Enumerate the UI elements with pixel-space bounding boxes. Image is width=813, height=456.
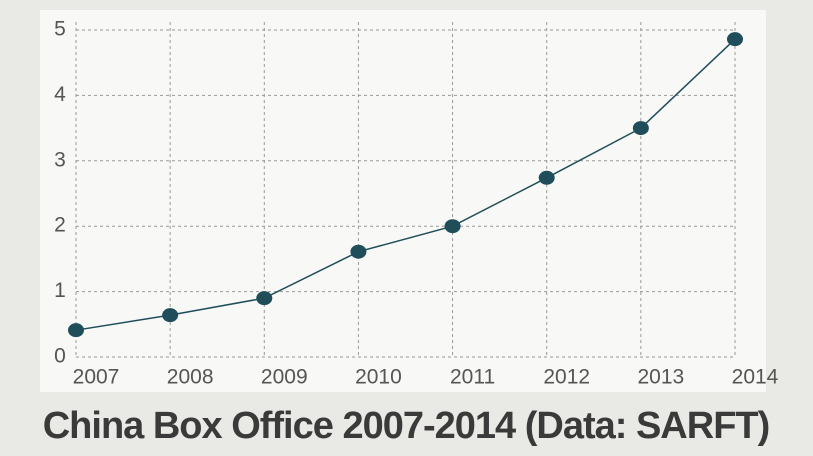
- x-tick-label: 2010: [355, 366, 402, 389]
- plot-panel: [40, 10, 766, 392]
- point: [68, 323, 84, 338]
- point: [444, 219, 461, 234]
- y-tick-label: 4: [54, 83, 66, 106]
- x-tick-label: 2007: [73, 366, 120, 389]
- x-tick-label: 2012: [543, 366, 590, 389]
- point: [632, 121, 649, 136]
- y-tick-label: 5: [54, 18, 66, 41]
- y-tick-label: 1: [54, 279, 66, 302]
- y-tick-label: 0: [54, 345, 66, 368]
- point: [256, 291, 273, 306]
- x-tick-label: 2009: [261, 366, 308, 389]
- point: [538, 170, 555, 185]
- x-tick-label: 2013: [637, 366, 684, 389]
- chart-title: China Box Office 2007-2014 (Data: SARFT): [43, 405, 770, 447]
- point: [727, 32, 743, 47]
- point: [350, 244, 367, 259]
- line: [75, 38, 736, 331]
- point: [162, 308, 179, 323]
- y-tick-label: 2: [54, 214, 66, 237]
- x-tick-label: 2008: [167, 366, 214, 389]
- x-tick-label: 2011: [450, 366, 495, 389]
- x-tick-label: 2014: [732, 366, 779, 389]
- y-tick-label: 3: [54, 148, 66, 171]
